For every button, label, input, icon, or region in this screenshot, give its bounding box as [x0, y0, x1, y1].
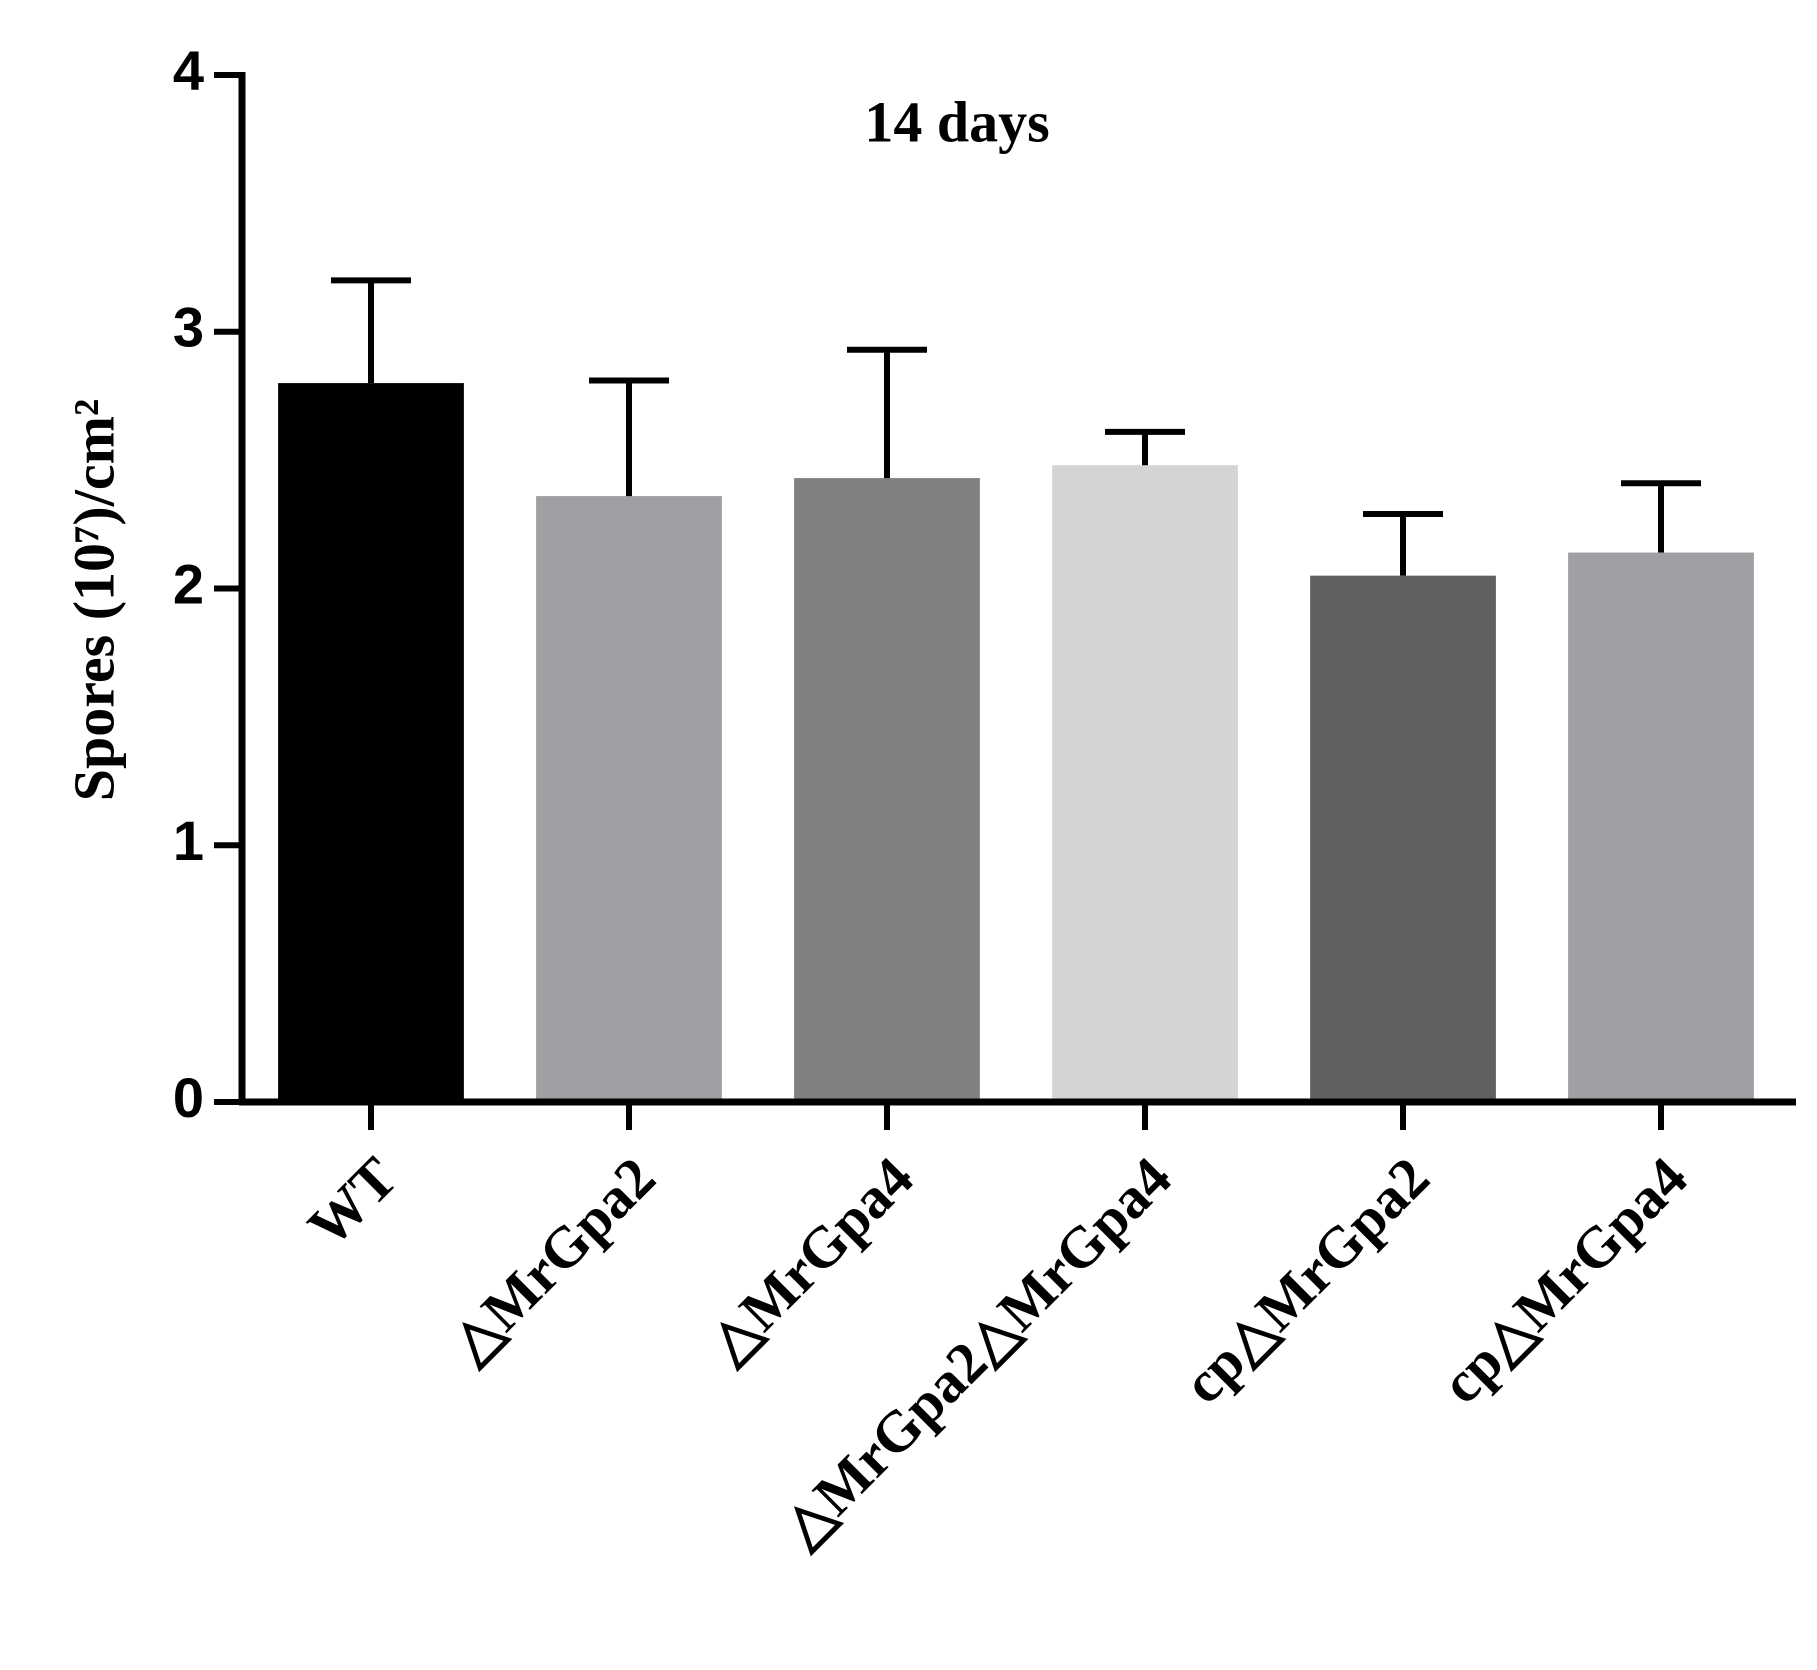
chart-title: 14 days: [864, 89, 1049, 154]
bar: [794, 478, 980, 1102]
bar: [536, 496, 722, 1102]
x-tick-label: △MrGpa4: [694, 1145, 926, 1377]
x-tick-label: △MrGpa2: [436, 1145, 668, 1377]
x-tick-label: cp△MrGpa2: [1170, 1145, 1441, 1416]
bar: [278, 383, 464, 1103]
y-tick-label: 1: [173, 809, 204, 872]
y-tick-label: 2: [173, 552, 204, 615]
x-tick-label: WT: [295, 1145, 409, 1259]
y-axis-label: Spores (10⁷)/cm²: [61, 399, 126, 802]
y-tick-label: 0: [173, 1066, 204, 1129]
y-tick-label: 4: [173, 39, 204, 102]
x-tick-label: cp△MrGpa4: [1428, 1145, 1699, 1416]
bar: [1568, 552, 1754, 1102]
bar: [1310, 575, 1496, 1102]
bar: [1052, 465, 1238, 1102]
y-tick-label: 3: [173, 296, 204, 359]
